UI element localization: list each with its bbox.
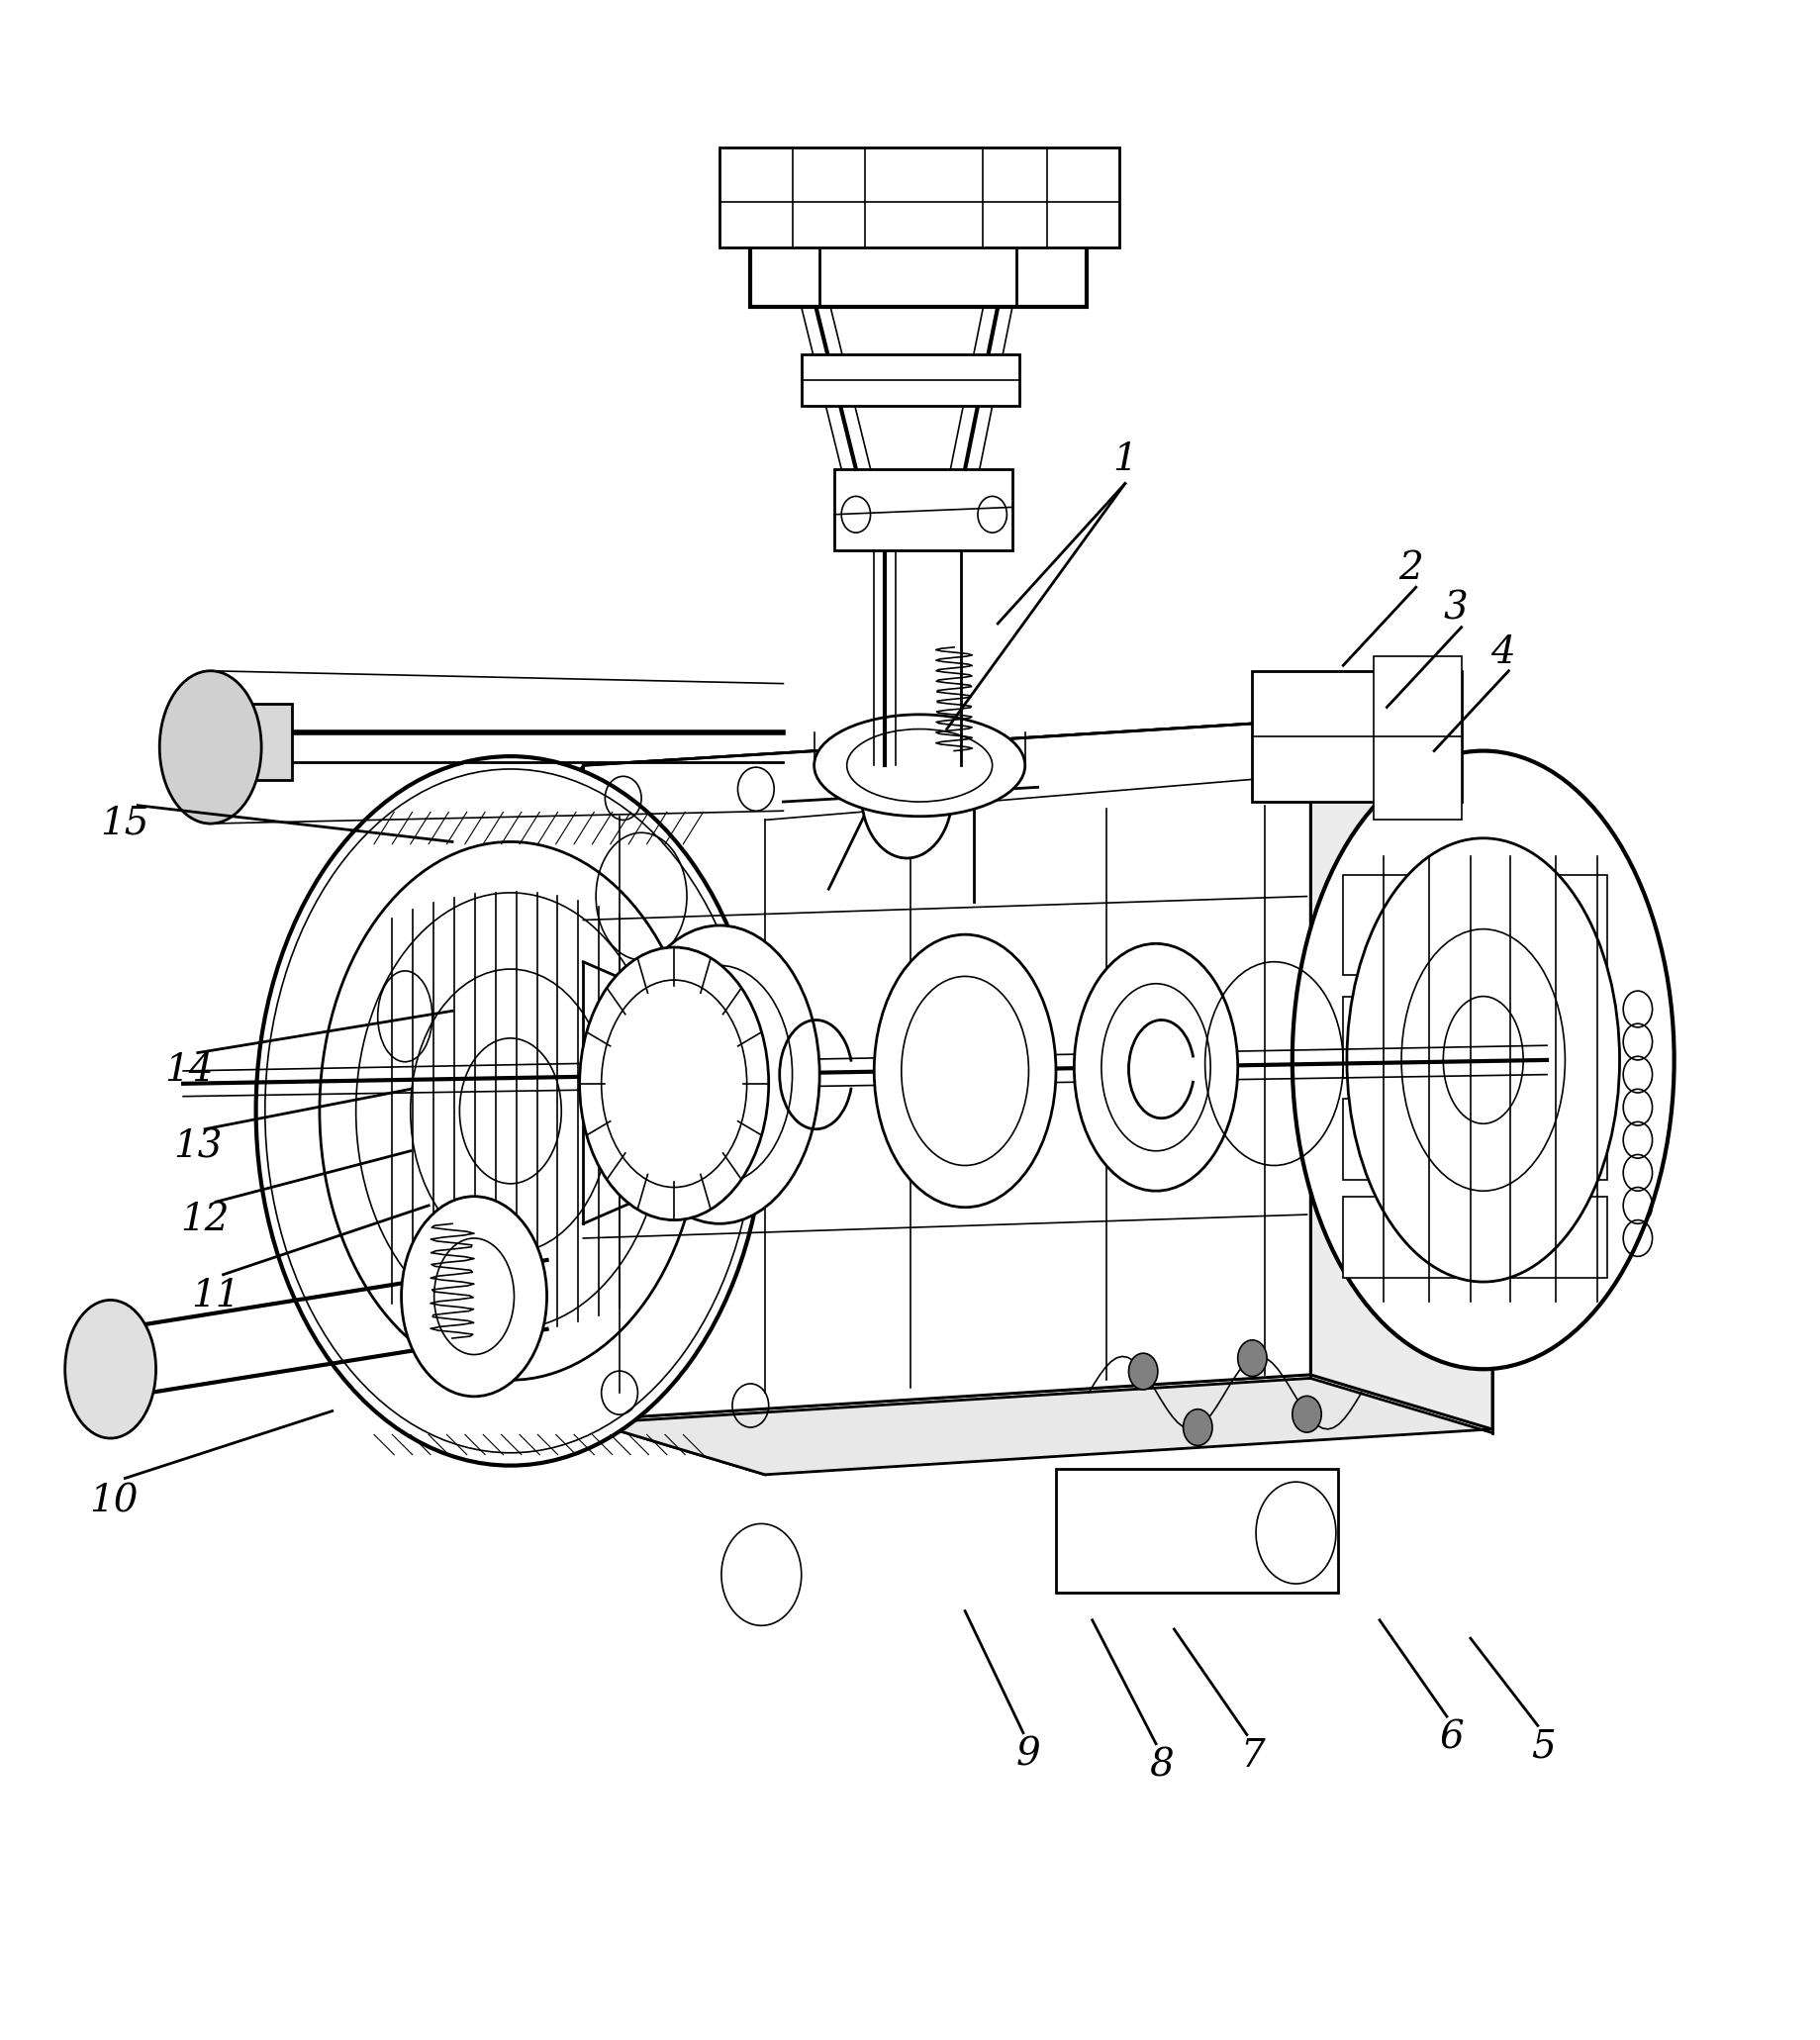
Text: 5: 5: [1531, 1730, 1554, 1767]
Ellipse shape: [874, 934, 1056, 1208]
Text: 12: 12: [180, 1202, 229, 1238]
Text: 10: 10: [89, 1483, 138, 1520]
Polygon shape: [582, 720, 1492, 820]
Polygon shape: [582, 720, 1310, 1420]
Ellipse shape: [861, 730, 952, 859]
Bar: [750, 243, 1087, 308]
Ellipse shape: [266, 769, 755, 1452]
Ellipse shape: [257, 757, 764, 1465]
Text: 3: 3: [1443, 592, 1467, 628]
Text: 14: 14: [164, 1053, 213, 1089]
Ellipse shape: [619, 926, 819, 1224]
Bar: [184, 704, 293, 779]
Text: 9: 9: [1016, 1736, 1041, 1773]
Ellipse shape: [1183, 1410, 1212, 1446]
Ellipse shape: [1292, 1395, 1321, 1432]
Polygon shape: [582, 1375, 1492, 1475]
Ellipse shape: [400, 1195, 546, 1397]
Text: 4: 4: [1491, 634, 1514, 671]
Ellipse shape: [1347, 838, 1618, 1281]
Bar: [1374, 657, 1461, 820]
Bar: [1056, 1469, 1338, 1593]
Text: 13: 13: [173, 1128, 222, 1165]
Polygon shape: [1310, 720, 1492, 1430]
Ellipse shape: [814, 714, 1025, 816]
Bar: [1343, 1098, 1605, 1179]
Bar: [1252, 671, 1461, 802]
Text: 1: 1: [1112, 441, 1138, 477]
Ellipse shape: [1128, 1353, 1158, 1389]
Ellipse shape: [1292, 751, 1673, 1369]
Bar: [1343, 875, 1605, 975]
Ellipse shape: [1074, 945, 1238, 1191]
Text: 8: 8: [1148, 1748, 1174, 1783]
Text: 7: 7: [1239, 1738, 1263, 1775]
Bar: [1343, 996, 1605, 1079]
Text: 2: 2: [1398, 551, 1421, 588]
Ellipse shape: [579, 947, 768, 1220]
Ellipse shape: [66, 1299, 157, 1438]
Ellipse shape: [1238, 1340, 1267, 1377]
Ellipse shape: [318, 843, 701, 1381]
Bar: [1343, 1195, 1605, 1279]
Text: 6: 6: [1440, 1720, 1463, 1756]
Ellipse shape: [160, 671, 262, 824]
Bar: [834, 469, 1012, 551]
Ellipse shape: [601, 979, 746, 1187]
Bar: [801, 355, 1019, 406]
Text: 11: 11: [191, 1279, 240, 1314]
Polygon shape: [582, 765, 764, 1475]
Text: 15: 15: [100, 806, 149, 843]
Bar: [719, 147, 1119, 247]
